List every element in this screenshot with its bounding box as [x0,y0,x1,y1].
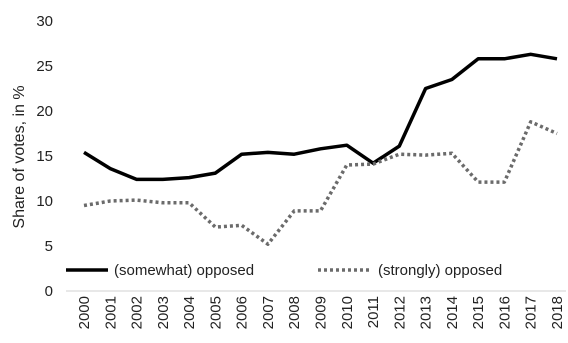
y-tick-label: 15 [36,148,53,165]
x-tick-label: 2001 [102,296,119,329]
x-tick-label: 2011 [365,296,382,328]
legend-label: (strongly) opposed [378,262,502,279]
series-lines [83,52,558,246]
x-tick-label: 2012 [391,296,408,329]
y-tick-label: 20 [36,103,53,120]
x-tick-label: 2014 [444,296,461,329]
legend: (somewhat) opposed (strongly) opposed [66,262,502,279]
x-tick-label: 2013 [418,296,435,329]
x-tick-label: 2017 [523,296,540,329]
x-tick-label: 2007 [260,296,277,329]
x-tick-label: 2000 [76,296,93,329]
x-tick-label: 2016 [496,296,513,329]
y-tick-labels: 0 5 10 15 20 25 30 [36,13,53,300]
y-tick-label: 0 [45,283,53,300]
x-tick-label: 2004 [181,296,198,329]
x-tick-label: 2008 [286,296,303,329]
series-line-somewhat-opposed [83,52,558,182]
x-tick-label: 2010 [339,296,356,329]
x-tick-label: 2005 [207,296,224,329]
y-tick-label: 5 [45,238,53,255]
x-tick-label: 2003 [155,296,172,329]
legend-label: (somewhat) opposed [114,262,254,279]
x-tick-label: 2002 [129,296,146,329]
x-tick-label: 2009 [313,296,330,329]
x-tick-label: 2018 [549,296,566,329]
y-tick-label: 25 [36,58,53,75]
series-line-strongly-opposed [83,120,558,246]
x-tick-label: 2015 [470,296,487,329]
x-tick-label: 2006 [234,296,251,329]
y-axis-label: Share of votes, in % [11,85,28,228]
y-tick-label: 30 [36,13,53,30]
x-tick-labels: 2000 2001 2002 2003 2004 2005 2006 2007 2008 2009… [76,296,566,329]
y-tick-label: 10 [36,193,53,210]
